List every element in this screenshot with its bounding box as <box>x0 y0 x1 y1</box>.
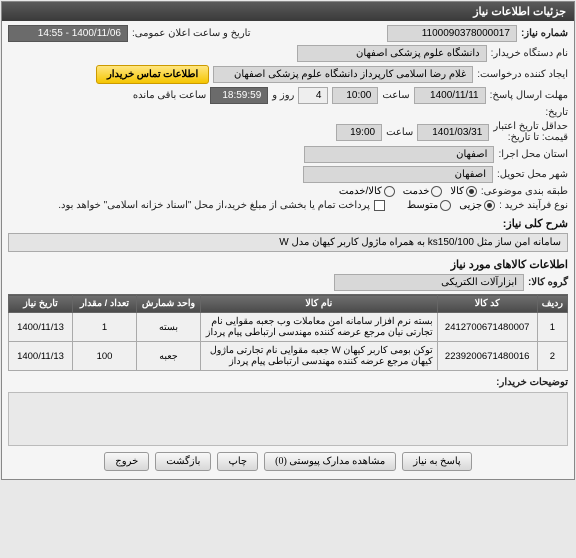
cell-code: 2412700671480007 <box>437 313 537 342</box>
cat-goods-label: کالا <box>450 186 464 197</box>
radio-small[interactable] <box>484 200 495 211</box>
purchase-type-group: جزیی متوسط <box>407 200 495 211</box>
remain-time: 18:59:59 <box>210 87 268 104</box>
attachments-button[interactable]: مشاهده مدارک پیوستی (0) <box>264 452 396 471</box>
radio-medium[interactable] <box>440 200 451 211</box>
buyer-label: نام دستگاه خریدار: <box>491 48 568 59</box>
days-value: 4 <box>298 87 328 104</box>
cell-date: 1400/11/13 <box>9 342 73 371</box>
th-row: ردیف <box>537 295 567 313</box>
goods-group-value: ابزارآلات الکتریکی <box>334 274 524 291</box>
exec-prov-value: اصفهان <box>304 146 494 163</box>
general-desc-value: سامانه امن ساز مثل ks150/100 به همراه ما… <box>8 233 568 252</box>
th-unit: واحد شمارش <box>137 295 201 313</box>
dialog-window: جزئیات اطلاعات نیاز شماره نیاز: 11000903… <box>1 1 575 480</box>
time-label-1: ساعت <box>382 90 409 101</box>
validity-label: حداقل تاریخ اعتبار قیمت: تا تاریخ: <box>493 121 568 143</box>
cat-both-label: کالا/خدمت <box>339 186 382 197</box>
payment-note: پرداخت تمام یا بخشی از مبلغ خرید،از محل … <box>58 200 370 211</box>
respond-button[interactable]: پاسخ به نیاز <box>402 452 472 471</box>
deadline-time: 10:00 <box>332 87 378 104</box>
radio-service[interactable] <box>431 186 442 197</box>
general-desc-label: شرح کلی نیاز: <box>8 217 568 230</box>
validity-date: 1401/03/31 <box>417 124 489 141</box>
th-code: کد کالا <box>437 295 537 313</box>
radio-goods[interactable] <box>466 186 477 197</box>
items-head: اطلاعات کالاهای مورد نیاز <box>8 258 568 271</box>
validity-time: 19:00 <box>336 124 382 141</box>
cell-n: 1 <box>537 313 567 342</box>
announce-label: تاریخ و ساعت اعلان عمومی: <box>132 28 251 39</box>
treasury-checkbox[interactable] <box>374 200 385 211</box>
deadline-date: 1400/11/11 <box>414 87 486 104</box>
th-qty: تعداد / مقدار <box>73 295 137 313</box>
back-button[interactable]: بازگشت <box>155 452 211 471</box>
pt-small-label: جزیی <box>459 200 482 211</box>
th-date: تاریخ نیاز <box>9 295 73 313</box>
announce-value: 1400/11/06 - 14:55 <box>8 25 128 42</box>
cell-name: توکن بومی کاربر کیهان W جعبه مقوایی نام … <box>201 342 438 371</box>
req-no-value: 1100090378000017 <box>387 25 517 42</box>
cell-date: 1400/11/13 <box>9 313 73 342</box>
time-label-2: ساعت <box>386 127 413 138</box>
deliv-city-label: شهر محل تحویل: <box>497 169 568 180</box>
cell-name: بسته نرم افزار سامانه امن معاملات وب جعب… <box>201 313 438 342</box>
table-row: 22239200671480016توکن بومی کاربر کیهان W… <box>9 342 568 371</box>
cell-unit: جعبه <box>137 342 201 371</box>
cell-qty: 100 <box>73 342 137 371</box>
deliv-city-value: اصفهان <box>303 166 493 183</box>
cat-service-label: خدمت <box>403 186 430 197</box>
print-button[interactable]: چاپ <box>217 452 258 471</box>
window-title: جزئیات اطلاعات نیاز <box>2 2 574 21</box>
category-radio-group: کالا خدمت کالا/خدمت <box>339 186 477 197</box>
remain-label: ساعت باقی مانده <box>133 90 206 101</box>
cell-unit: بسته <box>137 313 201 342</box>
buyer-notes-label: توضیحات خریدار: <box>496 377 568 388</box>
cell-code: 2239200671480016 <box>437 342 537 371</box>
contact-buyer-button[interactable]: اطلاعات تماس خریدار <box>96 65 209 84</box>
category-label: طبقه بندی موضوعی: <box>481 186 568 197</box>
pt-medium-label: متوسط <box>407 200 438 211</box>
buyer-notes-area <box>8 392 568 446</box>
cell-qty: 1 <box>73 313 137 342</box>
radio-both[interactable] <box>384 186 395 197</box>
buyer-value: دانشگاه علوم پزشکی اصفهان <box>297 45 487 62</box>
exit-button[interactable]: خروج <box>104 452 149 471</box>
requester-value: غلام رضا اسلامی کارپرداز دانشگاه علوم پز… <box>213 66 473 83</box>
history-label: تاریخ: <box>545 107 568 118</box>
requester-label: ایجاد کننده درخواست: <box>477 69 568 80</box>
items-table: ردیف کد کالا نام کالا واحد شمارش تعداد /… <box>8 294 568 371</box>
th-name: نام کالا <box>201 295 438 313</box>
table-row: 12412700671480007بسته نرم افزار سامانه ا… <box>9 313 568 342</box>
days-label: روز و <box>272 90 294 101</box>
deadline-label: مهلت ارسال پاسخ: <box>490 90 568 101</box>
goods-group-label: گروه کالا: <box>528 277 568 288</box>
req-no-label: شماره نیاز: <box>521 28 568 39</box>
purchase-type-label: نوع فرآیند خرید : <box>499 200 568 211</box>
exec-prov-label: استان محل اجرا: <box>498 149 568 160</box>
footer-buttons: پاسخ به نیاز مشاهده مدارک پیوستی (0) چاپ… <box>8 446 568 475</box>
cell-n: 2 <box>537 342 567 371</box>
